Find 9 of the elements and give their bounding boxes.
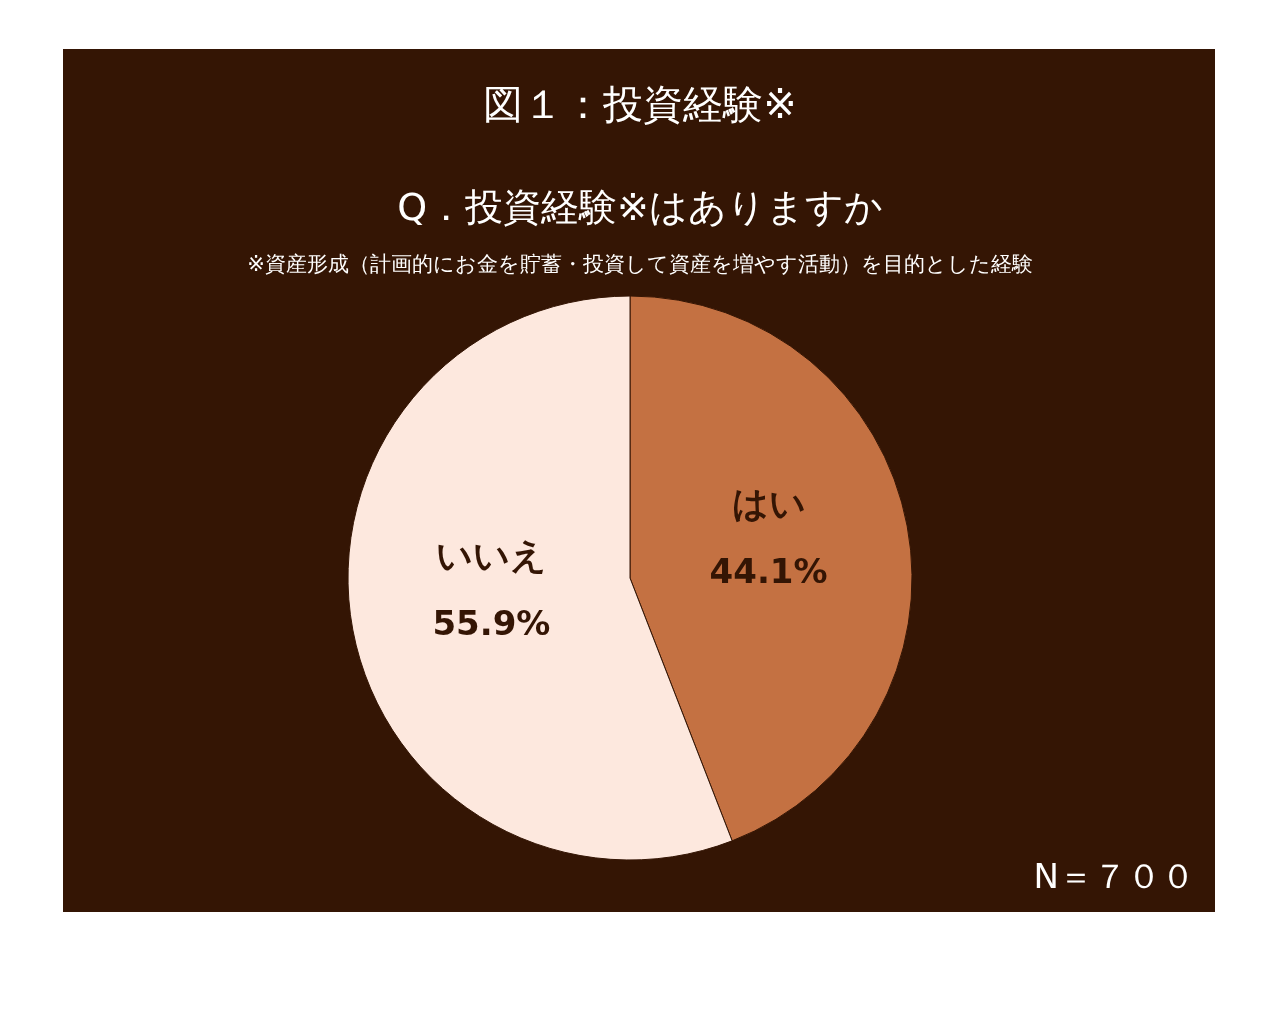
text: ※資産形成（計画的にお金を貯蓄・投資して資産を増やす活動）を目的とした経験 [247,252,1033,276]
data-label: 44.1% [709,551,828,592]
slice-label: いいえ [435,534,547,576]
slice-label: はい [731,483,806,525]
chart-title: 図１：投資経験※ [483,81,797,127]
text: N＝７００ [1033,856,1195,896]
pie-slice [629,295,912,842]
data-label: 55.9% [432,602,551,643]
chart-subtitle: Q．投資経験※はありますか [397,185,883,229]
